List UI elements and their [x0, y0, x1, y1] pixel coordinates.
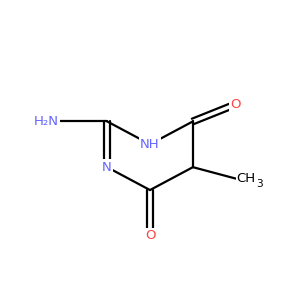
Text: CH: CH [236, 172, 255, 185]
Text: O: O [145, 229, 155, 242]
Text: H₂N: H₂N [33, 115, 58, 128]
Text: O: O [231, 98, 241, 111]
Text: NH: NH [140, 138, 160, 151]
Text: 3: 3 [256, 179, 263, 189]
Text: N: N [102, 161, 112, 174]
